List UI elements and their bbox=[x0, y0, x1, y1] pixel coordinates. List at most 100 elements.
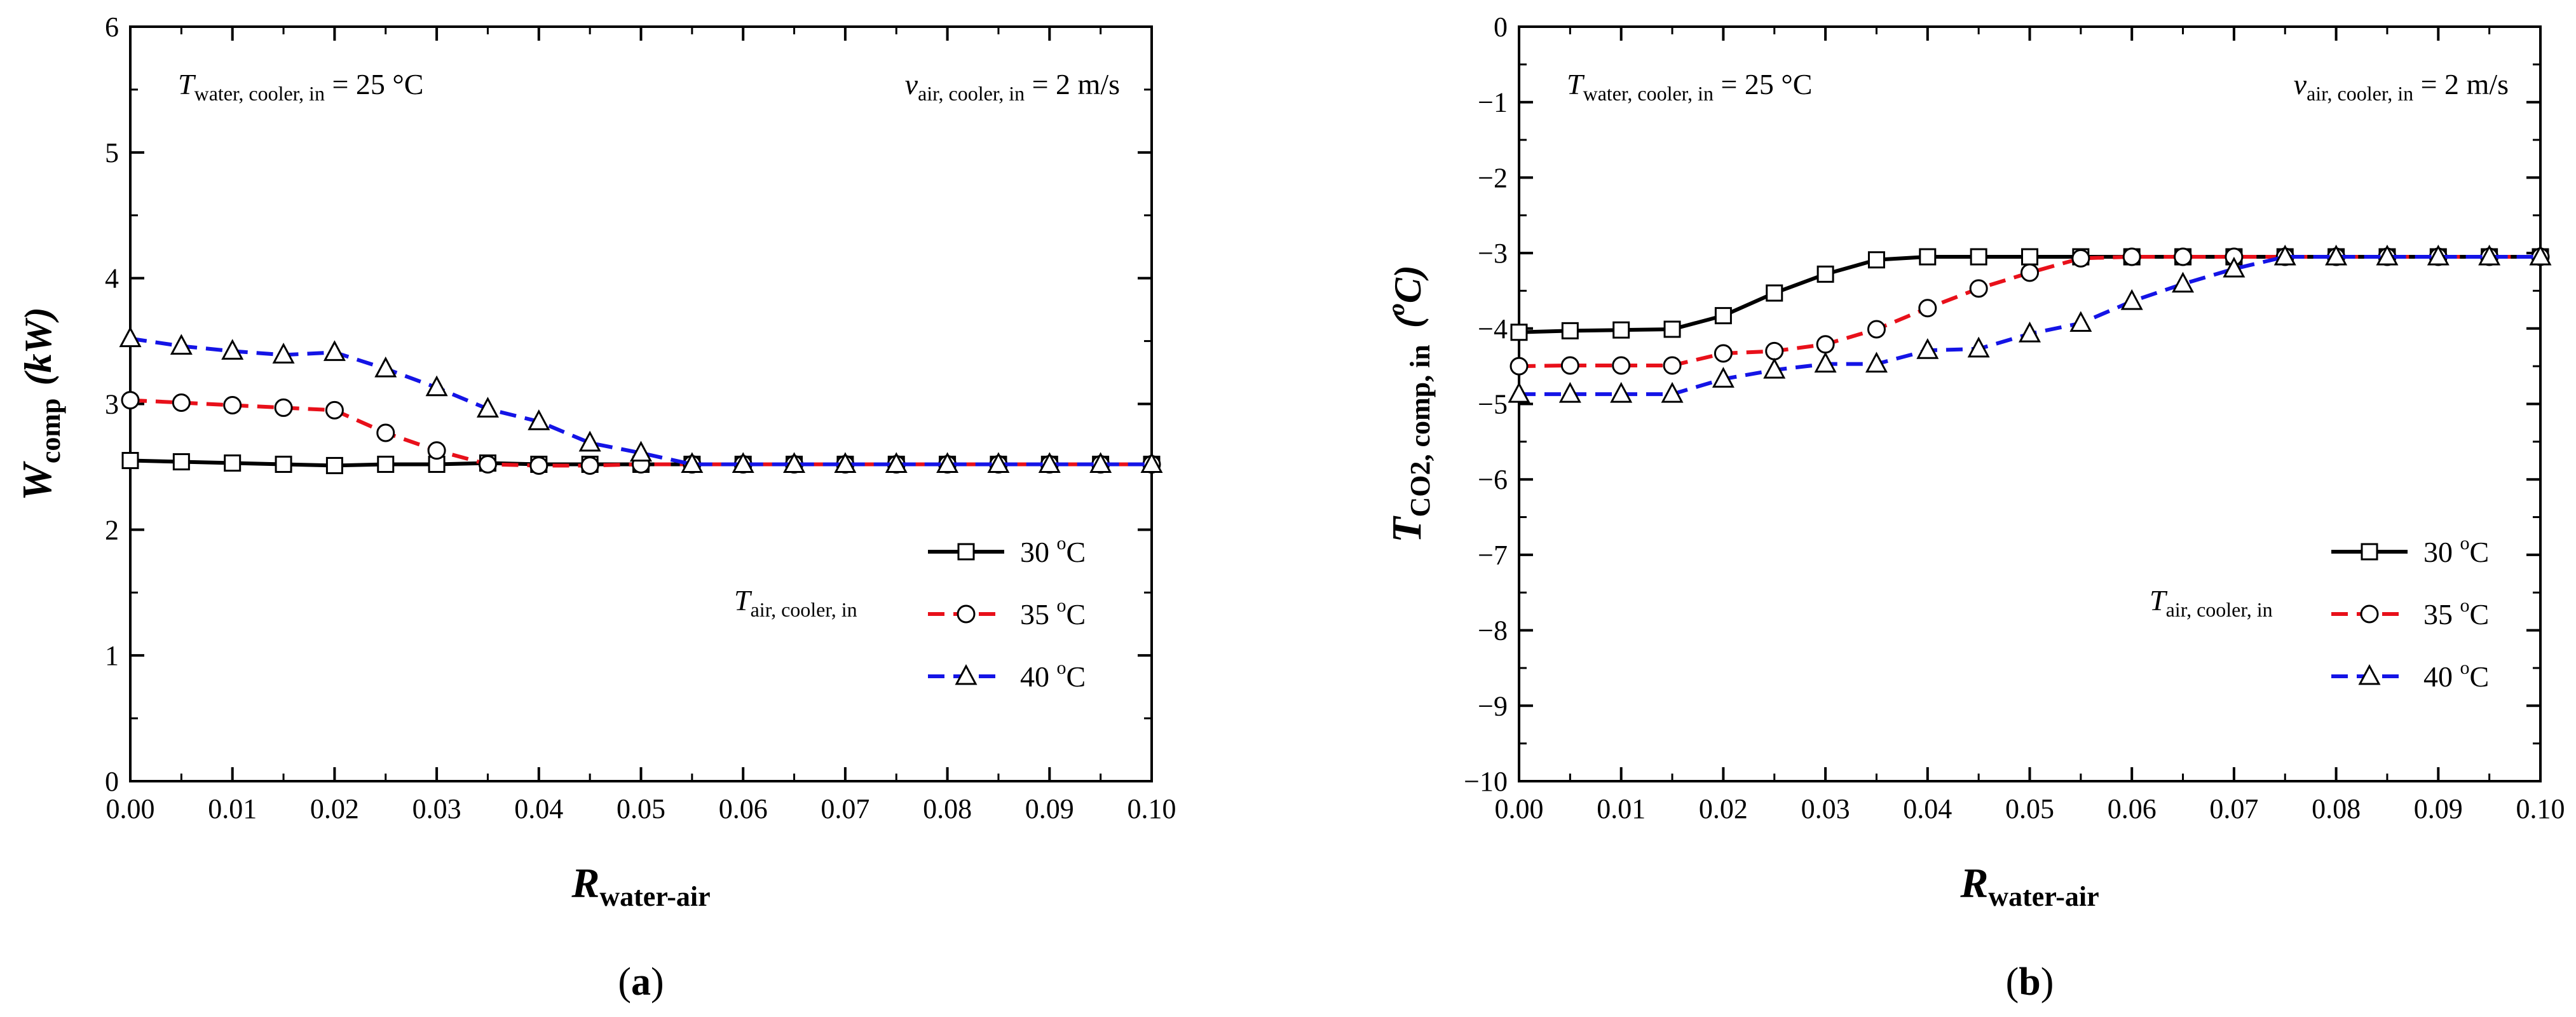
data-point-triangle bbox=[1814, 352, 1837, 373]
panel-b-plot-frame bbox=[1518, 25, 2542, 782]
data-point-triangle bbox=[1610, 381, 1633, 403]
panel-a-y-axis-label-main: W bbox=[14, 461, 60, 501]
legend-label-sup: o bbox=[1057, 533, 1067, 554]
panel-b-annotation-right-sub: air, cooler, in bbox=[2307, 82, 2413, 105]
data-point-circle bbox=[1663, 356, 1682, 375]
legend-marker-triangle bbox=[955, 664, 978, 685]
x-tick-label: 0.01 bbox=[1597, 793, 1646, 824]
series-triangle bbox=[119, 326, 1163, 473]
legend-label-sup: o bbox=[2460, 657, 2470, 678]
data-point-circle bbox=[2071, 249, 2090, 268]
data-point-circle bbox=[1969, 279, 1988, 298]
legend-label-sup: o bbox=[1057, 595, 1067, 616]
panel-b-label: (b) bbox=[2006, 960, 2054, 1004]
legend-marker-triangle bbox=[2358, 664, 2381, 685]
series-line bbox=[130, 336, 1152, 467]
data-point-triangle bbox=[374, 356, 397, 378]
panel-a-annotation-right-value: = 2 m/s bbox=[1025, 68, 1120, 100]
data-point-square bbox=[1561, 322, 1579, 339]
data-point-triangle bbox=[221, 339, 244, 360]
y-tick-label: 0 bbox=[105, 766, 119, 797]
data-point-circle bbox=[1509, 357, 1529, 376]
panel-a-series bbox=[119, 326, 1163, 475]
panel-b-y-ticks: 0 −1 −2 −3 −4 −5 −6 −7 −8 −9 −10 bbox=[1464, 11, 2540, 797]
data-point-square bbox=[325, 456, 343, 474]
x-tick-label: 0.01 bbox=[208, 793, 257, 824]
panel-a-legend-title-sub: air, cooler, in bbox=[751, 598, 857, 621]
data-point-square bbox=[172, 453, 190, 471]
panel-b-y-axis-label-sub: CO2, comp, in bbox=[1405, 345, 1436, 517]
data-point-circle bbox=[1867, 320, 1886, 339]
series-triangle bbox=[1508, 244, 2552, 403]
panel-a-annotation-left: Twater, cooler, in = 25 °C bbox=[178, 68, 423, 105]
data-point-triangle bbox=[681, 452, 704, 473]
data-point-triangle bbox=[2376, 244, 2399, 266]
legend-label-unit: C bbox=[1067, 598, 1086, 631]
x-tick-label: 0.07 bbox=[821, 793, 869, 824]
data-point-circle bbox=[580, 456, 599, 475]
x-tick-label: 0.00 bbox=[1495, 793, 1544, 824]
panel-b-label-letter: b bbox=[2019, 960, 2040, 1004]
panel-b-annotation-left: Twater, cooler, in = 25 °C bbox=[1567, 68, 1812, 105]
data-point-circle bbox=[2021, 263, 2039, 282]
data-point-square bbox=[1919, 248, 1937, 266]
data-point-triangle bbox=[1865, 352, 1888, 373]
data-point-triangle bbox=[1916, 338, 1939, 359]
y-tick-label: −5 bbox=[1478, 389, 1508, 420]
data-point-circle bbox=[427, 441, 446, 460]
data-point-circle bbox=[325, 400, 344, 420]
x-tick-label: 0.02 bbox=[1699, 793, 1748, 824]
panel-a-x-axis-label: Rwater-air bbox=[571, 860, 710, 912]
panel-a-annotation-right: vair, cooler, in = 2 m/s bbox=[905, 68, 1120, 105]
panel-b-annotation-right-value: = 2 m/s bbox=[2413, 68, 2509, 100]
data-point-triangle bbox=[476, 397, 499, 418]
panel-a-x-axis-label-main: R bbox=[571, 860, 599, 906]
legend-label-base: 30 bbox=[2423, 536, 2460, 568]
legend-label-unit: C bbox=[1067, 660, 1086, 693]
x-tick-label: 0.04 bbox=[1903, 793, 1952, 824]
legend-marker-square bbox=[957, 543, 975, 561]
panel-b-annotation-left-main: T bbox=[1567, 68, 1585, 100]
data-point-triangle bbox=[2427, 244, 2450, 266]
data-point-triangle bbox=[2529, 244, 2552, 266]
legend-label: 40 oC bbox=[2423, 657, 2489, 693]
data-point-circle bbox=[172, 393, 191, 413]
legend-marker-square bbox=[2361, 543, 2378, 561]
data-point-circle bbox=[1612, 356, 1631, 375]
data-point-triangle bbox=[987, 452, 1010, 473]
data-point-square bbox=[1766, 284, 1783, 302]
data-point-triangle bbox=[783, 452, 806, 473]
x-tick-label: 0.08 bbox=[923, 793, 972, 824]
data-point-triangle bbox=[323, 340, 346, 361]
panel-b-y-axis-label-unit-post: C) bbox=[1387, 265, 1429, 303]
panel-a-y-ticks: 0 1 2 3 4 5 6 bbox=[105, 11, 1152, 797]
legend-label-unit: C bbox=[2470, 536, 2490, 568]
legend-label-sup: o bbox=[2460, 595, 2470, 616]
panel-a-y-axis-label-sub: comp bbox=[35, 398, 66, 463]
panel-b-legend-title-main: T bbox=[2150, 584, 2168, 617]
x-tick-label: 0.06 bbox=[2108, 793, 2157, 824]
legend-label-unit: C bbox=[2470, 660, 2490, 693]
panel-b-annotation-left-sub: water, cooler, in bbox=[1583, 82, 1714, 105]
data-point-triangle bbox=[1140, 452, 1163, 473]
panel-a-annotation-left-sub: water, cooler, in bbox=[194, 82, 325, 105]
data-point-square bbox=[1816, 265, 1834, 283]
data-point-triangle bbox=[2478, 244, 2501, 266]
legend-label-unit: C bbox=[1067, 536, 1086, 568]
legend-label-sup: o bbox=[1057, 657, 1067, 678]
data-point-circle bbox=[1714, 344, 1733, 363]
data-point-triangle bbox=[1661, 381, 1684, 403]
data-point-square bbox=[1510, 324, 1528, 341]
y-tick-label: −8 bbox=[1478, 615, 1508, 646]
panel-a-annotation-left-main: T bbox=[178, 68, 196, 100]
panel-a-x-axis-label-sub: water-air bbox=[599, 881, 710, 912]
y-tick-label: −1 bbox=[1478, 87, 1508, 118]
data-point-triangle bbox=[272, 343, 295, 364]
data-point-triangle bbox=[1558, 381, 1581, 403]
y-tick-label: −3 bbox=[1478, 238, 1508, 269]
legend-label-sup: o bbox=[2460, 533, 2470, 554]
data-point-circle bbox=[1560, 356, 1579, 375]
legend-label: 30 oC bbox=[1020, 533, 1086, 568]
